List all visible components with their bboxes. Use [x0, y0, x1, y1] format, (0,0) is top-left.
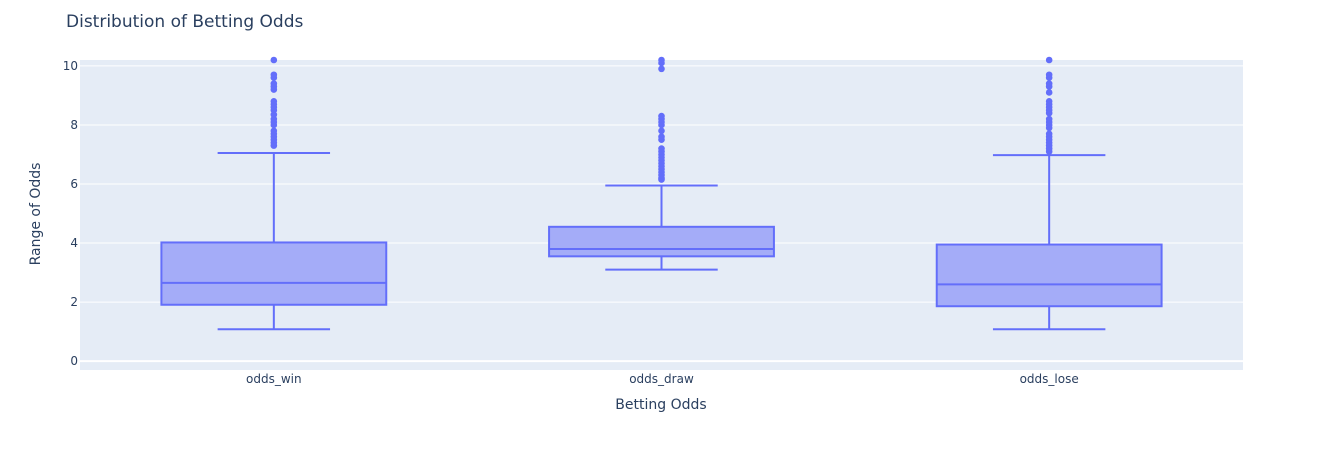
y-tick-label: 8 [70, 118, 78, 132]
y-tick-label: 4 [70, 236, 78, 250]
x-axis-title: Betting Odds [615, 397, 707, 413]
box-odds_win [160, 56, 388, 331]
boxes [160, 56, 1163, 331]
chart-title: Distribution of Betting Odds [66, 12, 304, 32]
outlier-point [270, 80, 278, 87]
iqr-box [160, 241, 388, 306]
outlier-point [658, 133, 665, 141]
y-axis-ticks: 0 2 4 6 8 10 [63, 59, 78, 368]
outlier-point [1045, 71, 1053, 79]
outlier-point [270, 71, 278, 79]
x-axis-ticks: odds_win odds_draw odds_lose [246, 372, 1079, 386]
iqr-box [548, 225, 775, 258]
outlier-point [658, 112, 665, 120]
outlier-point [270, 127, 278, 135]
outlier-point [1045, 56, 1053, 64]
x-tick-label: odds_draw [629, 372, 694, 386]
outlier-point [270, 56, 278, 64]
y-tick-label: 10 [63, 59, 78, 73]
outlier-point [270, 98, 278, 105]
outlier-point [1045, 80, 1053, 87]
box-odds_draw [548, 56, 775, 271]
box-odds_lose [935, 56, 1163, 331]
outlier-point [658, 145, 665, 152]
y-tick-label: 0 [70, 354, 78, 368]
x-tick-label: odds_lose [1020, 372, 1079, 386]
outlier-point [658, 65, 665, 73]
outlier-point [1045, 130, 1053, 138]
outlier-point [1045, 98, 1053, 105]
outlier-point [658, 56, 665, 64]
x-tick-label: odds_win [246, 372, 302, 386]
y-tick-label: 6 [70, 177, 78, 191]
outlier-point [1045, 89, 1053, 96]
iqr-box [935, 243, 1163, 308]
y-tick-label: 2 [70, 295, 78, 309]
outlier-point [1045, 115, 1053, 123]
outlier-point [658, 127, 665, 135]
